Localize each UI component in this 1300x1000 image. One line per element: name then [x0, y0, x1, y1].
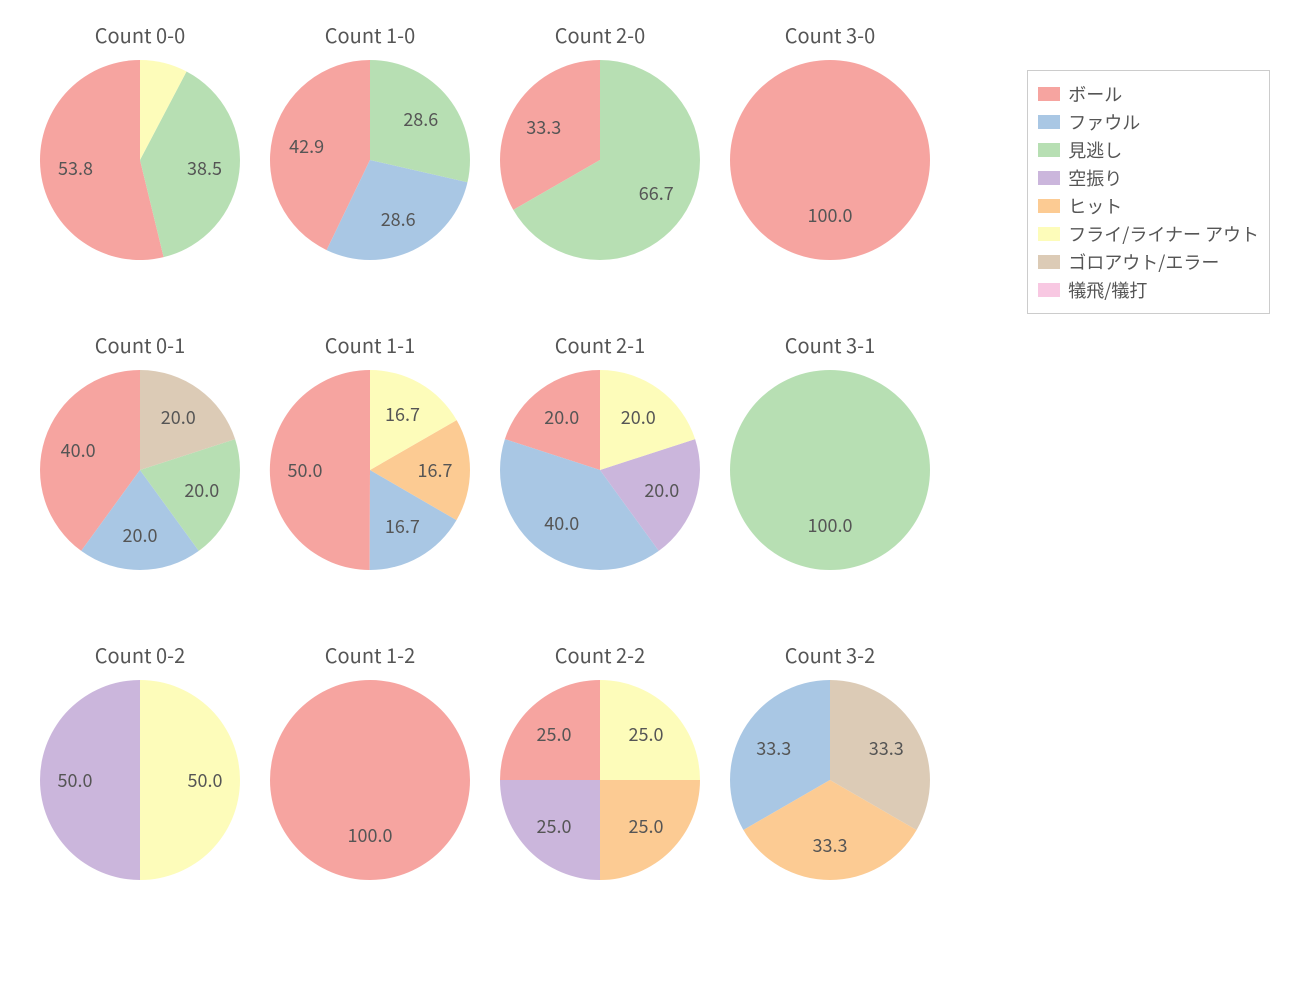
- slice-label: 50.0: [58, 767, 93, 793]
- pie-chart: [268, 58, 472, 262]
- slice-label: 16.7: [417, 457, 452, 483]
- slice-label: 53.8: [58, 155, 93, 181]
- slice-label: 16.7: [385, 401, 420, 427]
- pie-chart: [498, 368, 702, 572]
- legend-swatch: [1038, 115, 1060, 129]
- slice-label: 20.0: [621, 404, 656, 430]
- slice-label: 33.3: [813, 832, 848, 858]
- slice-label: 25.0: [628, 813, 663, 839]
- pie-title: Count 2-2: [480, 640, 720, 669]
- slice-label: 20.0: [544, 404, 579, 430]
- pie-title: Count 1-2: [250, 640, 490, 669]
- slice-label: 33.3: [526, 114, 561, 140]
- legend-label: ヒット: [1068, 193, 1122, 219]
- slice-label: 40.0: [61, 437, 96, 463]
- chart-grid: Count 0-0 53.8 38.5 Count 1-0 42.9 28.6 28.6 Co…: [0, 0, 1300, 1000]
- legend-item: 見逃し: [1038, 137, 1259, 163]
- slice-label: 100.0: [808, 202, 853, 228]
- legend-item: ファウル: [1038, 109, 1259, 135]
- pie-slice-ball: [730, 60, 930, 260]
- pie-title: Count 1-0: [250, 20, 490, 49]
- legend-item: ゴロアウト/エラー: [1038, 249, 1259, 275]
- pie-title: Count 3-2: [710, 640, 950, 669]
- slice-label: 100.0: [348, 822, 393, 848]
- slice-label: 40.0: [544, 510, 579, 536]
- legend-item: 犠飛/犠打: [1038, 277, 1259, 303]
- slice-label: 38.5: [187, 155, 222, 181]
- slice-label: 20.0: [644, 477, 679, 503]
- pie-title: Count 0-2: [20, 640, 260, 669]
- pie-title: Count 0-0: [20, 20, 260, 49]
- slice-label: 42.9: [289, 133, 324, 159]
- legend-swatch: [1038, 227, 1060, 241]
- legend-label: ボール: [1068, 81, 1122, 107]
- slice-label: 66.7: [639, 180, 674, 206]
- slice-label: 50.0: [288, 457, 323, 483]
- slice-label: 25.0: [537, 721, 572, 747]
- slice-label: 20.0: [123, 522, 158, 548]
- pie-slice-look: [730, 370, 930, 570]
- pie-title: Count 1-1: [250, 330, 490, 359]
- legend-swatch: [1038, 283, 1060, 297]
- slice-label: 25.0: [537, 813, 572, 839]
- slice-label: 50.0: [188, 767, 223, 793]
- pie-chart: [498, 58, 702, 262]
- legend-swatch: [1038, 171, 1060, 185]
- slice-label: 33.3: [869, 735, 904, 761]
- pie-chart: [268, 678, 472, 882]
- legend-swatch: [1038, 255, 1060, 269]
- slice-label: 25.0: [628, 721, 663, 747]
- legend-label: ファウル: [1068, 109, 1140, 135]
- pie-title: Count 3-1: [710, 330, 950, 359]
- slice-label: 20.0: [184, 477, 219, 503]
- legend-item: 空振り: [1038, 165, 1259, 191]
- legend-label: 見逃し: [1068, 137, 1122, 163]
- legend-label: 空振り: [1068, 165, 1122, 191]
- pie-title: Count 2-1: [480, 330, 720, 359]
- legend-label: 犠飛/犠打: [1068, 277, 1147, 303]
- slice-label: 16.7: [385, 513, 420, 539]
- legend-swatch: [1038, 143, 1060, 157]
- legend: ボールファウル見逃し空振りヒットフライ/ライナー アウトゴロアウト/エラー犠飛/…: [1027, 70, 1270, 314]
- pie-chart: [728, 58, 932, 262]
- pie-slice-ball: [270, 680, 470, 880]
- pie-chart: [728, 368, 932, 572]
- legend-item: ボール: [1038, 81, 1259, 107]
- pie-chart: [498, 678, 702, 882]
- slice-label: 20.0: [161, 404, 196, 430]
- legend-label: ゴロアウト/エラー: [1068, 249, 1219, 275]
- pie-title: Count 2-0: [480, 20, 720, 49]
- legend-swatch: [1038, 199, 1060, 213]
- slice-label: 28.6: [403, 106, 438, 132]
- legend-item: ヒット: [1038, 193, 1259, 219]
- slice-label: 100.0: [808, 512, 853, 538]
- pie-title: Count 3-0: [710, 20, 950, 49]
- legend-swatch: [1038, 87, 1060, 101]
- legend-label: フライ/ライナー アウト: [1068, 221, 1259, 247]
- slice-label: 33.3: [756, 735, 791, 761]
- pie-title: Count 0-1: [20, 330, 260, 359]
- slice-label: 28.6: [381, 206, 416, 232]
- legend-item: フライ/ライナー アウト: [1038, 221, 1259, 247]
